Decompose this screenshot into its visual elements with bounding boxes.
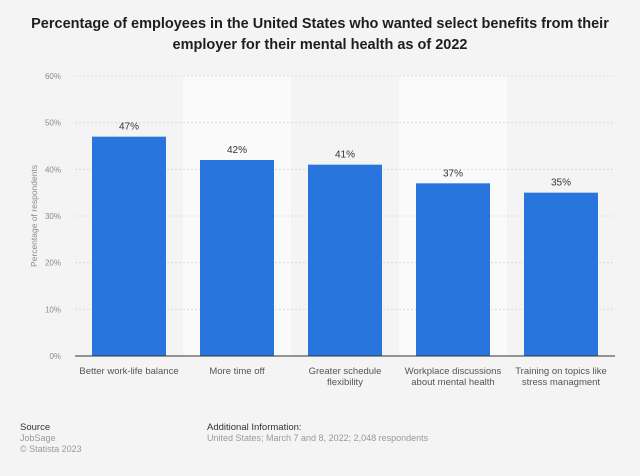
additional-info-block: Additional Information: United States; M… bbox=[207, 422, 428, 444]
y-tick-label: 60% bbox=[45, 72, 61, 81]
additional-info-value: United States; March 7 and 8, 2022; 2,04… bbox=[207, 433, 429, 443]
source-block: Source JobSage © Statista 2023 bbox=[20, 422, 82, 455]
y-tick-label: 50% bbox=[45, 119, 61, 128]
y-axis-label: Percentage of respondents bbox=[29, 165, 39, 267]
x-tick-label: Workplace discussions bbox=[405, 366, 502, 377]
y-tick-label: 0% bbox=[49, 352, 61, 361]
bar bbox=[308, 164, 382, 356]
bar bbox=[416, 183, 490, 356]
y-tick-label: 10% bbox=[45, 305, 61, 314]
chart-title: Percentage of employees in the United St… bbox=[31, 16, 609, 53]
bar bbox=[200, 160, 274, 356]
x-tick-label: about mental health bbox=[411, 377, 494, 388]
x-tick-label: flexibility bbox=[327, 377, 363, 388]
bar bbox=[524, 192, 598, 356]
additional-info-label: Additional Information: bbox=[207, 422, 302, 433]
source-label: Source bbox=[20, 422, 51, 433]
x-tick-label: stress managment bbox=[522, 377, 601, 388]
x-tick-label: Training on topics like bbox=[515, 366, 607, 377]
y-tick-label: 20% bbox=[45, 259, 61, 268]
x-tick-label: More time off bbox=[209, 366, 265, 377]
data-label: 47% bbox=[119, 122, 139, 133]
source-value: JobSage bbox=[20, 433, 56, 443]
x-tick-label: Better work-life balance bbox=[79, 366, 178, 377]
bar bbox=[92, 136, 166, 356]
data-label: 41% bbox=[335, 150, 355, 161]
copyright: © Statista 2023 bbox=[20, 444, 82, 454]
y-tick-label: 30% bbox=[45, 212, 61, 221]
y-tick-label: 40% bbox=[45, 165, 61, 174]
data-label: 42% bbox=[227, 145, 247, 156]
data-label: 35% bbox=[551, 178, 571, 189]
x-tick-label: Greater schedule bbox=[309, 366, 382, 377]
data-label: 37% bbox=[443, 168, 463, 179]
